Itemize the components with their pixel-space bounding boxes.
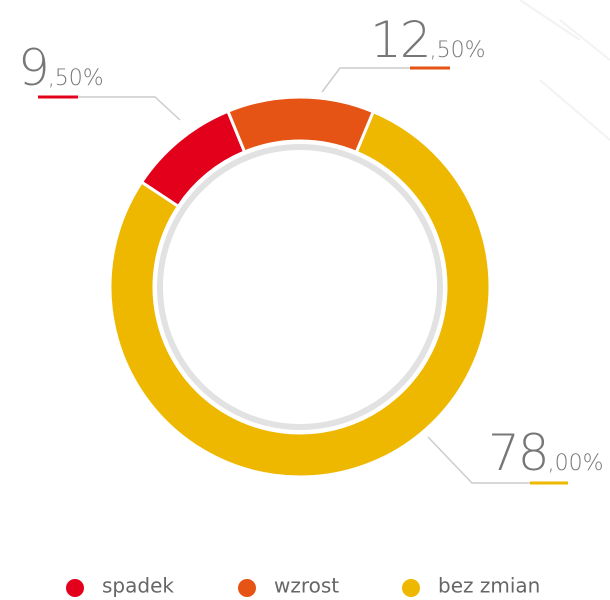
legend-label: wzrost xyxy=(274,574,339,598)
leader-line xyxy=(321,67,410,93)
legend-marker xyxy=(66,579,84,597)
leader-line xyxy=(427,436,530,484)
background-decoration xyxy=(519,0,610,141)
value-label: 78,00% xyxy=(488,424,604,482)
donut-segment xyxy=(108,109,492,479)
legend-marker xyxy=(238,579,256,597)
leader-line xyxy=(78,96,181,121)
legend-marker xyxy=(402,579,420,597)
legend-label: spadek xyxy=(102,574,174,598)
value-label: 9,50% xyxy=(18,39,104,97)
value-label: 12,50% xyxy=(370,11,486,69)
inner-ring xyxy=(157,144,443,430)
legend-label: bez zmian xyxy=(438,574,540,598)
